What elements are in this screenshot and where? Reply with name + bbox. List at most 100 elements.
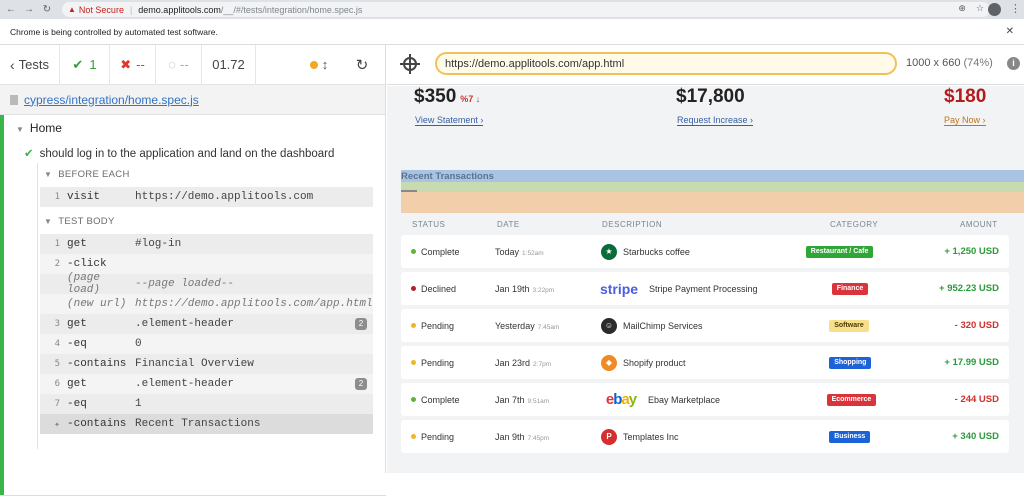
- transaction-date: Jan 19th 3:22pm: [495, 284, 554, 294]
- command-row[interactable]: 1 get #log-in: [40, 234, 373, 254]
- tests-label: Tests: [18, 57, 49, 72]
- transaction-row[interactable]: Pending Yesterday 7:45am ☺ MailChimp Service…: [401, 309, 1009, 342]
- command-number: 4: [54, 339, 60, 349]
- time-text: 2:7pm: [533, 360, 552, 368]
- command-row[interactable]: 2 -click: [40, 254, 373, 274]
- command-row-pinned[interactable]: ✦ -contains Recent Transactions: [40, 414, 373, 434]
- test-body-hook[interactable]: ▼ TEST BODY: [44, 216, 115, 227]
- time-text: 7:45am: [537, 323, 560, 331]
- command-log: ▼ BEFORE EACH 1 visit https://demo.applit…: [37, 163, 373, 449]
- suite-title-text: Home: [29, 121, 62, 135]
- transaction-description: Ebay Marketplace: [648, 394, 721, 405]
- date-text: Jan 9th: [495, 431, 525, 442]
- transaction-row[interactable]: Declined Jan 19th 3:22pm stripe Stripe Payme…: [401, 272, 1009, 305]
- stripe-logo: stripe: [599, 280, 639, 297]
- command-row[interactable]: 1 visit https://demo.applitools.com: [40, 187, 373, 207]
- profile-avatar[interactable]: [988, 3, 1001, 16]
- column-header: DESCRIPTION: [602, 220, 663, 229]
- command-message: .element-header: [135, 318, 235, 330]
- spec-file-row[interactable]: cypress/integration/home.spec.js: [0, 85, 385, 115]
- time-text: 1:52am: [522, 249, 544, 257]
- back-icon[interactable]: ←: [6, 4, 16, 15]
- close-icon[interactable]: ✕: [1005, 26, 1014, 37]
- automation-infobar: Chrome is being controlled by automated …: [0, 19, 1024, 45]
- address-bar[interactable]: ▲ Not Secure | demo.applitools.com/__/#/…: [62, 2, 990, 17]
- link-text: View Statement: [415, 115, 478, 125]
- pay-now-link[interactable]: Pay Now ›: [944, 115, 986, 126]
- test-body-label: TEST BODY: [58, 216, 115, 227]
- transaction-row[interactable]: Pending Jan 23rd 2:7pm ◆ Shopify product Shop…: [401, 346, 1009, 379]
- command-row[interactable]: 6 get .element-header 2: [40, 374, 373, 394]
- selector-playground-icon[interactable]: [400, 54, 420, 74]
- suite-title[interactable]: ▼ Home: [16, 121, 62, 135]
- request-increase-link[interactable]: Request Increase ›: [677, 115, 754, 126]
- command-name: -contains: [67, 358, 127, 370]
- duration: 01.72: [202, 44, 256, 85]
- auto-scroll-toggle[interactable]: ↕: [299, 45, 339, 85]
- balance-value: $180: [944, 86, 987, 107]
- balance-amount: $180: [944, 86, 986, 108]
- viewport-size[interactable]: 1000 x 660 (74%): [906, 57, 993, 69]
- tests-button[interactable]: ‹ Tests: [0, 44, 60, 85]
- column-header: AMOUNT: [960, 220, 998, 229]
- category-badge: Business: [829, 430, 871, 443]
- command-message: Recent Transactions: [135, 418, 261, 430]
- transaction-amount: + 952.23 USD: [939, 283, 999, 294]
- column-header: DATE: [497, 220, 520, 229]
- forward-icon[interactable]: →: [24, 4, 34, 15]
- spec-path: cypress/integration/home.spec.js: [24, 92, 199, 107]
- balance-value: $350: [414, 86, 457, 107]
- transaction-row[interactable]: Pending Jan 9th 7:45pm P Templates Inc Busine…: [401, 420, 1009, 453]
- transaction-description: MailChimp Services: [623, 320, 703, 331]
- info-icon[interactable]: i: [1007, 57, 1020, 70]
- command-message: .element-header: [135, 378, 235, 390]
- category-badge: Shopping: [829, 356, 872, 369]
- status-dot: [411, 286, 416, 291]
- command-name: get: [67, 238, 87, 250]
- command-number: 3: [54, 319, 60, 329]
- highlight-overlay: [401, 192, 1024, 213]
- new-url-event[interactable]: (new url) https://demo.applitools.com/ap…: [40, 294, 373, 314]
- bookmark-star-icon[interactable]: ☆: [975, 3, 984, 13]
- status-dot: [411, 434, 416, 439]
- command-message: Financial Overview: [135, 358, 254, 370]
- page-load-event[interactable]: (page load) --page loaded--: [40, 272, 373, 296]
- passed-count: ✔ 1: [60, 44, 110, 85]
- transaction-date: Jan 9th 7:45pm: [495, 432, 549, 442]
- command-name: -eq: [67, 338, 87, 350]
- command-number: 6: [54, 379, 60, 389]
- aut-url-bar[interactable]: https://demo.applitools.com/app.html: [435, 52, 897, 75]
- warning-icon: ▲: [68, 5, 76, 14]
- aut-header: https://demo.applitools.com/app.html 100…: [387, 45, 1024, 85]
- balance-change: %7 ↓: [460, 94, 481, 104]
- transaction-description: Shopify product: [623, 357, 686, 368]
- infobar-text: Chrome is being controlled by automated …: [10, 26, 218, 37]
- menu-dots-icon[interactable]: ⋮: [1010, 3, 1021, 15]
- transaction-row[interactable]: Complete Jan 7th 9:51am e b a y Ebay Marketplac…: [401, 383, 1009, 416]
- zoom-icon[interactable]: ⊕: [958, 3, 966, 13]
- command-name: get: [67, 318, 87, 330]
- command-row[interactable]: 3 get .element-header 2: [40, 314, 373, 334]
- test-title[interactable]: ✔ should log in to the application and la…: [24, 146, 334, 160]
- command-row[interactable]: 7 -eq 1: [40, 394, 373, 414]
- rerun-button[interactable]: ↻: [339, 45, 385, 85]
- transaction-status: Declined: [421, 283, 457, 294]
- category-badge: Ecommerce: [826, 393, 877, 406]
- highlight-overlay: [401, 170, 1024, 182]
- view-statement-link[interactable]: View Statement ›: [415, 115, 484, 126]
- reload-icon[interactable]: ↻: [42, 4, 52, 15]
- command-number: 2: [54, 259, 60, 269]
- time-text: 9:51am: [527, 397, 550, 405]
- pending-circle-icon: ◌: [168, 57, 177, 72]
- before-each-hook[interactable]: ▼ BEFORE EACH: [44, 169, 130, 180]
- check-icon: ✔: [24, 148, 34, 160]
- transaction-row[interactable]: Complete Today 1:52am ★ Starbucks coffee Rest…: [401, 235, 1009, 268]
- command-row[interactable]: 4 -eq 0: [40, 334, 373, 354]
- transaction-date: Jan 7th 9:51am: [495, 395, 549, 405]
- event-message: --page loaded--: [135, 278, 235, 290]
- status-dot: [411, 360, 416, 365]
- category-badge: Restaurant / Cafe: [805, 245, 874, 258]
- event-name: (page load): [67, 272, 101, 296]
- transaction-amount: + 17.99 USD: [944, 357, 999, 368]
- command-row[interactable]: 5 -contains Financial Overview: [40, 354, 373, 374]
